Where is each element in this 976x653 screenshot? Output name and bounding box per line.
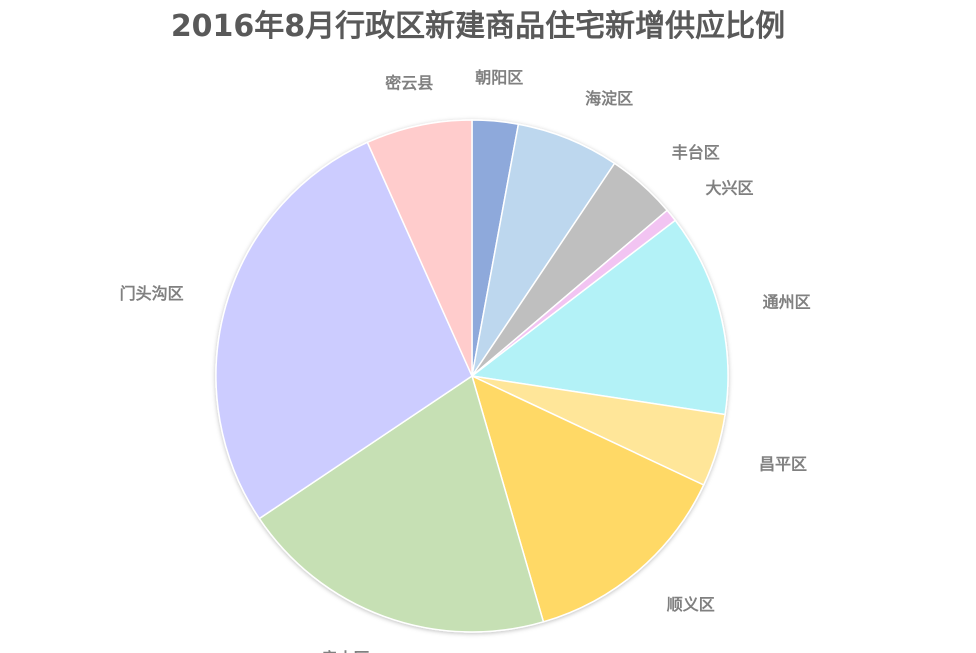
pie-slice-6 <box>470 374 705 623</box>
pie-label-6: 顺义区 <box>667 595 715 614</box>
pie-labels: 朝阳区海淀区丰台区大兴区通州区昌平区顺义区房山区 门头沟区 密云县 <box>120 68 811 653</box>
pie-slices <box>215 119 729 633</box>
pie-slice-4 <box>470 219 729 416</box>
pie-slice-9 <box>366 119 473 377</box>
pie-label-7: 房山区 <box>321 649 369 653</box>
pie-label-3: 大兴区 <box>706 179 754 198</box>
chart-title: 2016年8月行政区新建商品住宅新增供应比例 <box>171 9 785 44</box>
pie-label-8: 门头沟区 <box>120 284 184 303</box>
pie-label-2: 丰台区 <box>672 143 720 162</box>
pie-label-9: 密云县 <box>384 74 433 93</box>
pie-label-5: 昌平区 <box>759 454 807 473</box>
pie-label-4: 通州区 <box>763 292 811 311</box>
pie-slice-7 <box>258 374 545 633</box>
pie-label-0: 朝阳区 <box>475 68 523 87</box>
pie-label-1: 海淀区 <box>585 89 633 108</box>
pie-slice-8 <box>215 141 473 520</box>
